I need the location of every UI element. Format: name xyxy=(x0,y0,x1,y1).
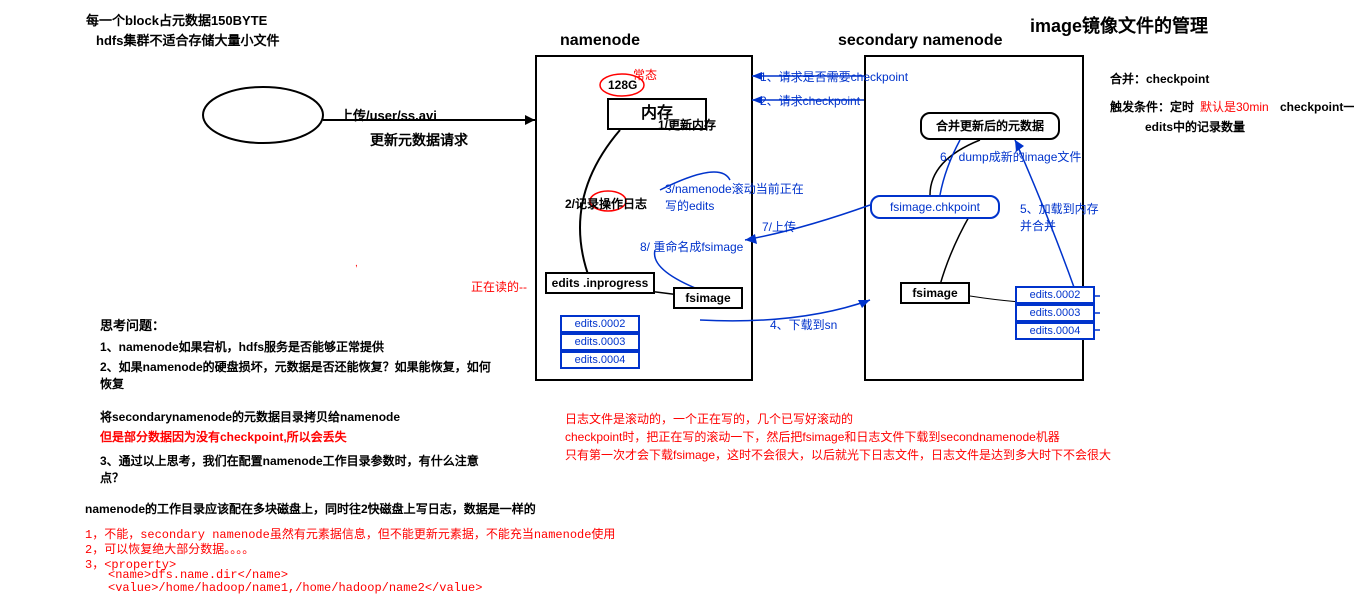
blue-step3: 3/namenode滚动当前正在写的edits xyxy=(665,180,805,214)
namenode-title: namenode xyxy=(560,32,640,50)
sn-edits-0004: edits.0004 xyxy=(1015,322,1095,340)
image-mgmt-title: image镜像文件的管理 xyxy=(1030,12,1208,38)
red-note2: checkpoint时，把正在写的滚动一下，然后把fsimage和日志文件下载到… xyxy=(565,428,1060,445)
header-small-files: hdfs集群不适合存储大量小文件 xyxy=(96,30,279,49)
q2: 2、如果namenode的硬盘损坏，元数据是否还能恢复？如果能恢复，如何恢复 xyxy=(100,358,500,392)
ans3-2: <name>dfs.name.dir</name> xyxy=(108,568,288,582)
q3: 3、通过以上思考，我们在配置namenode工作目录参数时，有什么注意点？ xyxy=(100,452,500,486)
red-dot: , xyxy=(355,258,358,269)
edits-count: edits中的记录数量 xyxy=(1145,118,1245,135)
upload-arrow xyxy=(525,115,535,125)
blue-step4: 4、下载到sn xyxy=(770,316,837,333)
q-title: 思考问题： xyxy=(100,315,165,334)
trigger-label: 触发条件：定时 xyxy=(1110,98,1194,115)
fsimage-chkpoint: fsimage.chkpoint xyxy=(870,195,1000,219)
step1: 1/更新内存 xyxy=(658,116,716,133)
fsimage-nn: fsimage xyxy=(673,287,743,309)
sn-edits-0002: edits.0002 xyxy=(1015,286,1095,304)
nn-edits-0003: edits.0003 xyxy=(560,333,640,351)
update-request: 更新元数据请求 xyxy=(370,130,468,150)
trigger-cp: checkpoint一次 xyxy=(1280,98,1354,115)
merge-label: 合并：checkpoint xyxy=(1110,70,1209,87)
client-ellipse xyxy=(203,87,323,143)
header-block-size: 每一个block占元数据150BYTE xyxy=(86,10,267,29)
edits-inprogress: edits .inprogress xyxy=(545,272,655,294)
blue-step6: 6、dump成新的image文件 xyxy=(940,148,1081,165)
q-ans: namenode的工作目录应该配在多块磁盘上，同时往2快磁盘上写日志，数据是一样… xyxy=(85,500,536,517)
merge-updated-box: 合并更新后的元数据 xyxy=(920,112,1060,140)
reading-arrow: 正在读的-- xyxy=(471,278,527,295)
fsimage-sn: fsimage xyxy=(900,282,970,304)
sn-edits-0003: edits.0003 xyxy=(1015,304,1095,322)
step2: 2/记录操作日志 xyxy=(565,195,647,212)
mem-size: 128G xyxy=(608,78,637,92)
blue-step7: 7/上传 xyxy=(762,218,796,235)
blue-step1: 1、请求是否需要checkpoint xyxy=(760,68,908,85)
q-loss: 但是部分数据因为没有checkpoint,所以会丢失 xyxy=(100,428,347,445)
secondary-title: secondary namenode xyxy=(838,32,1003,50)
q1: 1、namenode如果宕机，hdfs服务是否能够正常提供 xyxy=(100,338,384,355)
blue-step2: 2、请求checkpoint xyxy=(760,92,860,109)
upload-label: 上传/user/ss.avi xyxy=(340,105,437,124)
blue-step5: 5、加载到内存并合并 xyxy=(1020,200,1100,234)
red-note1: 日志文件是滚动的，一个正在写的，几个已写好滚动的 xyxy=(565,410,853,427)
blue-step8: 8/ 重命名成fsimage xyxy=(640,238,743,255)
nn-edits-0004: edits.0004 xyxy=(560,351,640,369)
trigger-default: 默认是30min xyxy=(1200,98,1269,115)
nn-edits-0002: edits.0002 xyxy=(560,315,640,333)
q-copy: 将secondarynamenode的元数据目录拷贝给namenode xyxy=(100,408,400,425)
red-note3: 只有第一次才会下载fsimage，这时不会很大，以后就光下日志文件，日志文件是达… xyxy=(565,446,1111,463)
